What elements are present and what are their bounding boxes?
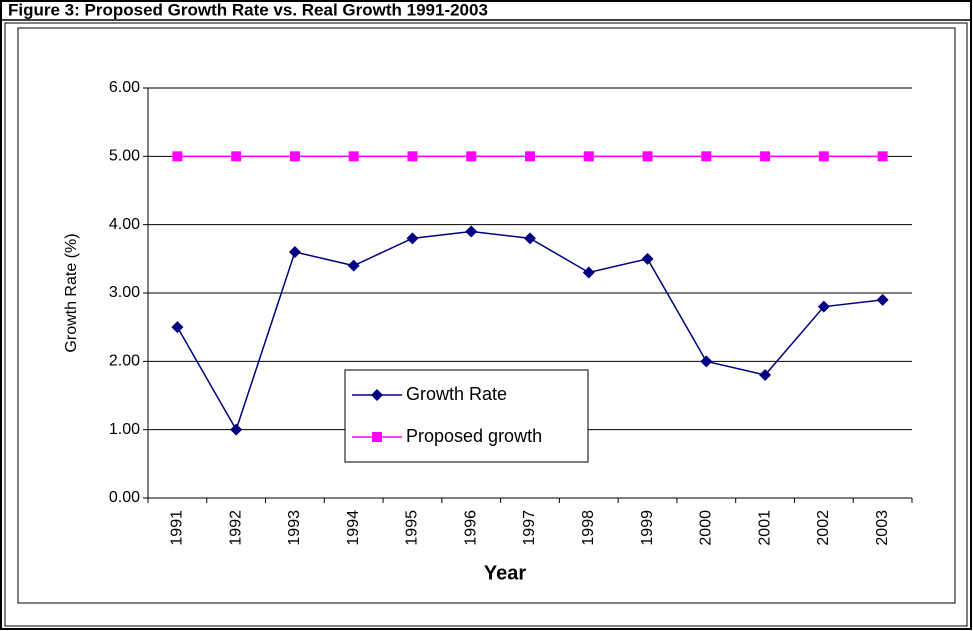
data-point xyxy=(876,293,889,306)
data-point xyxy=(524,232,536,245)
x-tick-label: 2001 xyxy=(756,510,773,546)
x-tick-label: 2002 xyxy=(815,510,832,546)
y-tick-label: 2.00 xyxy=(109,353,140,370)
x-tick-label: 1998 xyxy=(580,510,597,546)
data-point xyxy=(288,246,301,258)
data-point xyxy=(172,151,183,162)
y-tick-label: 4.00 xyxy=(109,216,140,233)
y-tick-label: 5.00 xyxy=(109,148,140,165)
data-point xyxy=(407,151,418,162)
legend-marker xyxy=(371,389,383,401)
x-tick-label: 1993 xyxy=(286,510,303,546)
data-point xyxy=(231,151,242,162)
chart-area xyxy=(17,27,956,604)
y-tick-label: 3.00 xyxy=(109,284,140,301)
legend-label: Proposed growth xyxy=(406,426,542,446)
chart-title: Figure 3: Proposed Growth Rate vs. Real … xyxy=(8,0,488,19)
x-tick-label: 1996 xyxy=(462,510,479,546)
data-point xyxy=(877,151,888,162)
y-tick-label: 1.00 xyxy=(109,421,140,438)
data-point xyxy=(759,369,772,381)
x-tick-label: 1994 xyxy=(345,510,362,546)
data-point xyxy=(582,266,595,279)
x-tick-label: 2003 xyxy=(874,510,891,546)
data-point xyxy=(818,151,829,162)
x-tick-label: 1991 xyxy=(169,510,186,546)
x-axis-label: Year xyxy=(484,562,526,584)
data-point xyxy=(583,151,594,162)
data-point xyxy=(641,252,654,265)
inner-frame xyxy=(4,22,968,627)
data-point xyxy=(406,232,419,245)
data-point xyxy=(642,151,653,162)
data-point xyxy=(817,300,830,313)
legend-label: Growth Rate xyxy=(406,384,507,404)
y-tick-label: 0.00 xyxy=(109,489,140,506)
data-point xyxy=(230,423,243,436)
data-point xyxy=(525,151,535,162)
y-axis-label: Growth Rate (%) xyxy=(63,233,80,352)
data-point xyxy=(289,151,300,162)
x-tick-label: 1997 xyxy=(521,510,538,546)
data-point xyxy=(701,151,712,162)
data-point xyxy=(348,151,359,162)
x-tick-label: 1992 xyxy=(227,510,244,546)
x-tick-label: 2000 xyxy=(698,510,715,546)
data-point xyxy=(466,151,477,162)
y-tick-label: 6.00 xyxy=(109,79,140,96)
data-point xyxy=(700,355,713,368)
legend xyxy=(344,369,589,463)
data-point xyxy=(760,151,771,162)
data-point xyxy=(347,259,360,272)
data-point xyxy=(171,321,184,334)
x-tick-label: 1999 xyxy=(639,510,656,546)
data-point xyxy=(465,225,478,238)
legend-marker xyxy=(372,432,382,442)
x-tick-label: 1995 xyxy=(404,510,421,546)
